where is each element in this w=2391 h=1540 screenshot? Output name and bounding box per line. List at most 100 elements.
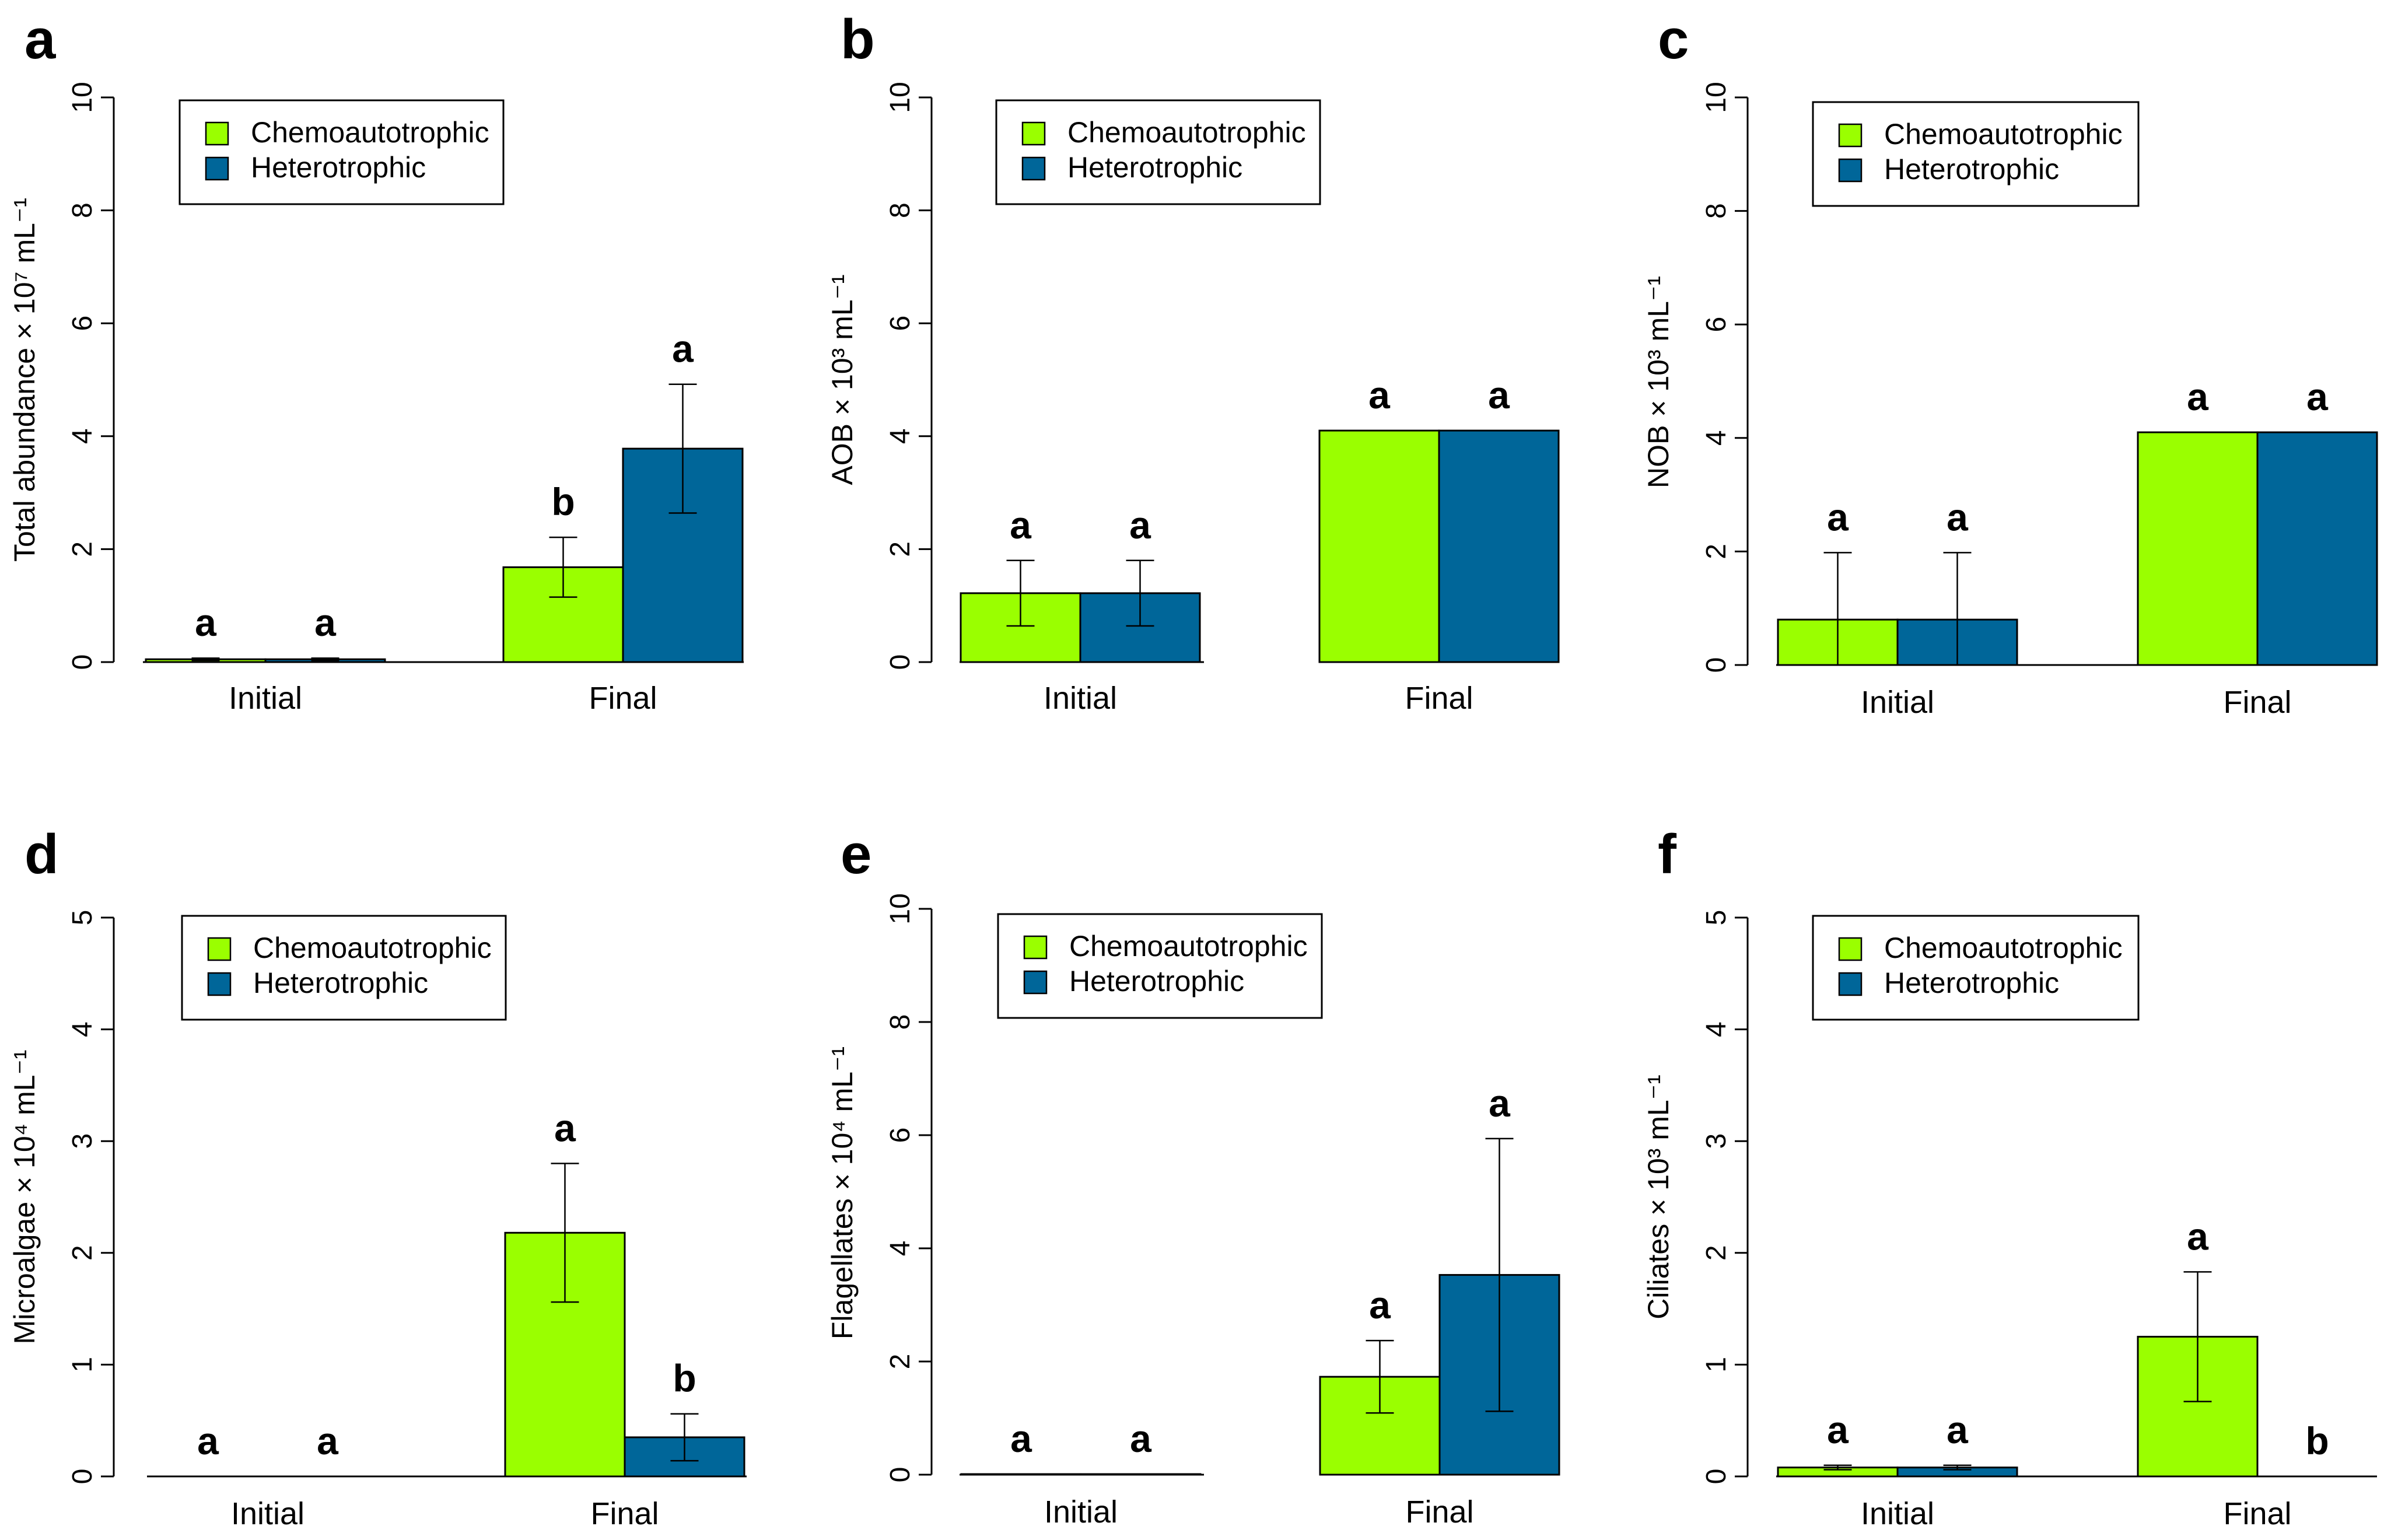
legend-label-heterotrophic: Heterotrophic (1884, 967, 2059, 999)
significance-letter: a (672, 327, 694, 370)
y-tick-label: 10 (885, 82, 916, 113)
legend-label-heterotrophic: Heterotrophic (1069, 965, 1244, 998)
y-tick-label: 4 (885, 428, 916, 444)
panel-d: d 0 1 2 3 4 5 Microalgae × 10⁴ mL⁻¹ a a Initial a b F… (8, 823, 747, 1531)
legend-box (181, 915, 507, 1021)
y-tick-label: 2 (67, 1245, 98, 1261)
significance-letter: a (1947, 495, 1969, 538)
legend-swatch-heterotrophic (1838, 972, 1863, 996)
y-tick-label: 8 (885, 1014, 916, 1030)
legend-box (997, 913, 1323, 1019)
legend-swatch-chemoautotrophic (207, 937, 232, 961)
y-axis-title: NOB × 10³ mL⁻¹ (1642, 276, 1675, 488)
y-tick-label: 2 (67, 541, 98, 557)
y-tick-label: 8 (885, 202, 916, 218)
y-tick-label: 4 (885, 1241, 916, 1256)
significance-letter: a (1368, 373, 1391, 416)
y-axis-title: Flagellates × 10⁴ mL⁻¹ (826, 1046, 859, 1339)
significance-letter: a (2187, 375, 2209, 418)
y-tick-label: 10 (1701, 82, 1732, 113)
bar-heterotrophic-initial (1080, 1473, 1202, 1476)
significance-letter: a (1947, 1408, 1969, 1451)
x-tick-label-initial: Initial (1044, 681, 1117, 716)
y-tick-label: 2 (885, 541, 916, 557)
x-tick-label-final: Final (2223, 685, 2291, 720)
y-tick-label: 0 (1701, 657, 1732, 673)
significance-letter: a (197, 1419, 219, 1462)
x-tick-label-initial: Initial (1861, 1496, 1934, 1531)
panel-label: e (841, 823, 871, 886)
y-axis-title: Ciliates × 10³ mL⁻¹ (1642, 1074, 1675, 1320)
bar-heterotrophic-final (2256, 431, 2378, 666)
y-tick-label: 10 (67, 82, 98, 113)
y-axis-title: Microalgae × 10⁴ mL⁻¹ (8, 1049, 41, 1344)
panel-label: c (1658, 8, 1689, 71)
y-axis-title: AOB × 10³ mL⁻¹ (826, 274, 859, 485)
y-tick-label: 3 (67, 1133, 98, 1149)
y-tick-label: 2 (885, 1354, 916, 1370)
bar-chemoautotrophic-final (1318, 429, 1440, 663)
y-tick-label: 6 (885, 316, 916, 331)
y-tick-label: 8 (67, 202, 98, 218)
y-tick-label: 1 (67, 1357, 98, 1373)
significance-letter: a (1129, 503, 1151, 547)
bar-chemoautotrophic-final (502, 566, 624, 663)
y-tick-label: 4 (1701, 430, 1732, 446)
legend-swatch-heterotrophic (1021, 156, 1046, 181)
legend-label-chemoautotrophic: Chemoautotrophic (1884, 118, 2123, 150)
bar-heterotrophic-final (622, 447, 744, 663)
y-tick-label: 6 (1701, 317, 1732, 332)
legend-box (178, 99, 505, 205)
panel-label: a (24, 8, 56, 71)
significance-letter: a (2306, 375, 2329, 418)
x-tick-label-final: Final (1405, 1494, 1473, 1530)
significance-letter: b (673, 1357, 696, 1400)
legend-label-heterotrophic: Heterotrophic (1884, 153, 2059, 186)
significance-letter: a (1130, 1417, 1152, 1460)
x-tick-label-final: Final (1405, 681, 1473, 716)
y-tick-label: 6 (67, 316, 98, 331)
significance-letter: a (1827, 495, 1849, 538)
significance-letter: a (1488, 373, 1510, 416)
x-tick-label-final: Final (2223, 1496, 2291, 1531)
significance-letter: a (554, 1107, 576, 1150)
legend-label-chemoautotrophic: Chemoautotrophic (1884, 932, 2123, 964)
significance-letter: a (1827, 1408, 1849, 1451)
x-tick-label-final: Final (589, 681, 657, 716)
legend-swatch-chemoautotrophic (1838, 123, 1863, 148)
y-tick-label: 2 (1701, 544, 1732, 559)
significance-letter: b (2305, 1419, 2329, 1462)
x-tick-label-initial: Initial (231, 1496, 304, 1531)
legend-swatch-chemoautotrophic (205, 121, 229, 146)
panel-label: f (1658, 823, 1677, 886)
legend-box (1812, 101, 2140, 207)
y-tick-label: 0 (885, 654, 916, 670)
y-tick-label: 0 (885, 1467, 916, 1483)
legend-label-chemoautotrophic: Chemoautotrophic (253, 932, 492, 964)
significance-letter: a (2187, 1214, 2209, 1258)
panel-label: d (24, 823, 59, 886)
legend-swatch-heterotrophic (1838, 158, 1863, 183)
y-tick-label: 3 (1701, 1133, 1732, 1149)
y-axis-title: Total abundance × 10⁷ mL⁻¹ (8, 198, 41, 562)
x-tick-label-final: Final (590, 1496, 659, 1531)
x-tick-label-initial: Initial (229, 681, 302, 716)
legend-label-heterotrophic: Heterotrophic (1067, 151, 1242, 184)
y-tick-label: 0 (67, 654, 98, 670)
significance-letter: b (551, 480, 575, 523)
legend-swatch-chemoautotrophic (1023, 935, 1048, 960)
legend-swatch-chemoautotrophic (1838, 937, 1863, 961)
legend-box (1812, 915, 2140, 1021)
legend-label-chemoautotrophic: Chemoautotrophic (1069, 930, 1308, 963)
significance-letter: a (314, 601, 337, 644)
significance-letter: a (1010, 1417, 1032, 1460)
y-tick-label: 10 (885, 893, 916, 924)
y-tick-label: 0 (67, 1469, 98, 1485)
legend-label-chemoautotrophic: Chemoautotrophic (251, 116, 489, 149)
